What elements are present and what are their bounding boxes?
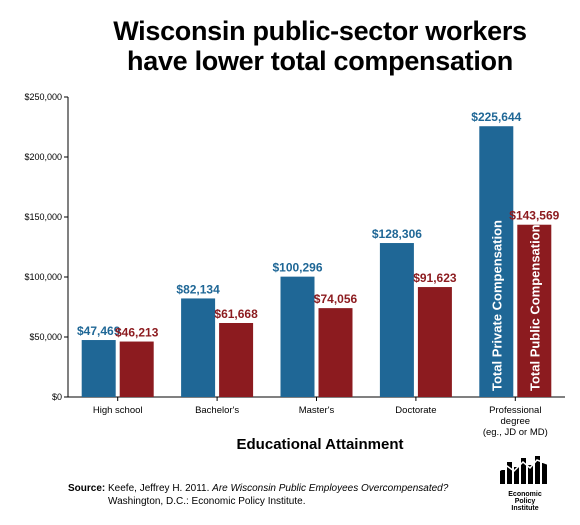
bar-value-label: $91,623 xyxy=(413,271,457,285)
bar-private xyxy=(81,340,116,397)
source-note: Source: Keefe, Jeffrey H. 2011. Are Wisc… xyxy=(68,482,448,508)
bar-value-label: $47,469 xyxy=(77,324,121,338)
y-tick-label: $100,000 xyxy=(24,272,62,282)
y-tick-label: $0 xyxy=(52,392,62,402)
bar-value-label: $61,668 xyxy=(214,307,258,321)
series-name-label: Total Private Compensation xyxy=(489,220,504,391)
bar-private xyxy=(280,276,315,397)
x-tick-label: (eg., JD or MD) xyxy=(483,427,548,438)
x-tick-label: Doctorate xyxy=(395,405,436,416)
source-title: Are Wisconsin Public Employees Overcompe… xyxy=(212,483,449,494)
x-tick-label: Professional xyxy=(489,405,541,416)
bar-value-label: $100,296 xyxy=(272,261,322,275)
source-label: Source: xyxy=(68,483,106,494)
x-tick-label: degree xyxy=(501,416,531,427)
y-tick-label: $200,000 xyxy=(24,152,62,162)
y-tick-label: $150,000 xyxy=(24,212,62,222)
y-tick-label: $250,000 xyxy=(24,92,62,102)
title-line-1: Wisconsin public-sector workers xyxy=(113,16,527,46)
bar-value-label: $143,569 xyxy=(509,209,559,223)
epi-logo: Economic Policy Institute xyxy=(496,456,567,512)
bar-public xyxy=(318,308,353,397)
bar-value-label: $225,644 xyxy=(471,110,521,124)
source-line-2: Washington, D.C.: Economic Policy Instit… xyxy=(108,496,306,507)
x-tick-label: Master's xyxy=(299,405,335,416)
logo-line-2: Policy xyxy=(514,498,536,505)
bar-value-label: $74,056 xyxy=(314,292,358,306)
bar-private xyxy=(181,298,216,397)
title-line-2: have lower total compensation xyxy=(127,46,513,76)
x-tick-label: High school xyxy=(93,405,143,416)
logo-bars-icon xyxy=(496,456,554,484)
series-name-label: Total Public Compensation xyxy=(527,224,542,391)
bar-private xyxy=(479,126,514,397)
chart-title: Wisconsin public-sector workers have low… xyxy=(60,16,580,76)
logo-line-3: Institute xyxy=(511,505,539,512)
bar-public xyxy=(219,322,254,397)
bar-value-label: $46,213 xyxy=(115,326,159,340)
bar-value-label: $128,306 xyxy=(372,227,422,241)
bar-private xyxy=(379,243,414,397)
y-tick-label: $50,000 xyxy=(29,332,62,342)
bar-public xyxy=(119,341,154,397)
x-tick-label: Bachelor's xyxy=(195,405,239,416)
bar-public xyxy=(417,287,452,397)
source-text: Keefe, Jeffrey H. 2011. xyxy=(108,483,213,494)
logo-line-1: Economic xyxy=(508,491,542,498)
bar-value-label: $82,134 xyxy=(176,282,220,296)
x-axis-label: Educational Attainment xyxy=(236,436,404,453)
bar-public xyxy=(517,224,552,397)
